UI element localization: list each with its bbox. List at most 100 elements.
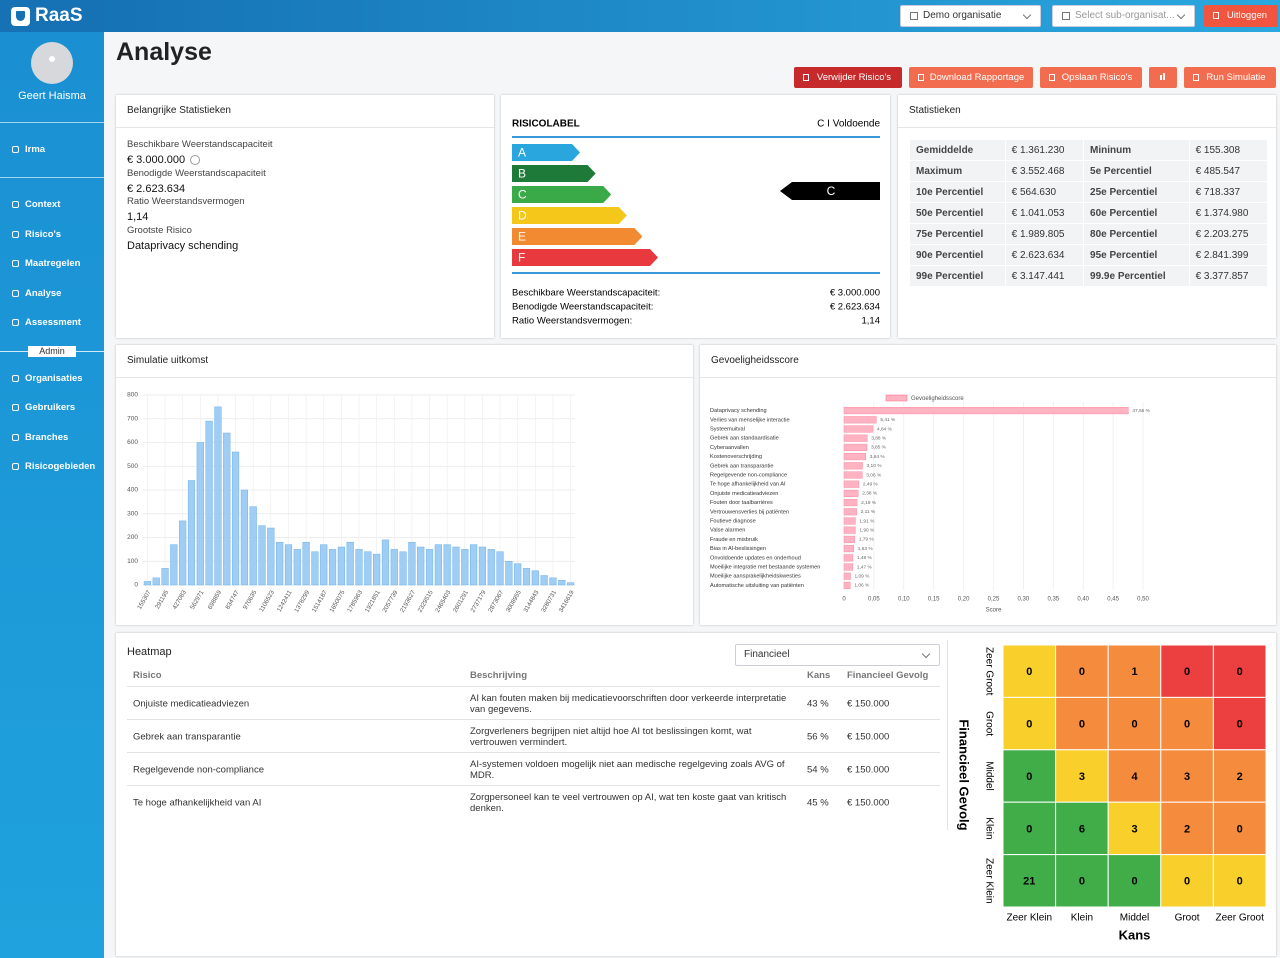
stat-label: 90e Percentiel	[909, 244, 1006, 266]
table-row: Maximum € 3.552.468 5e Percentiel € 485.547	[909, 160, 1269, 182]
stat-label: Grootste Risico	[127, 224, 192, 236]
info-icon	[190, 155, 201, 166]
stat-value: € 2.623.634	[127, 182, 186, 195]
table-row: 99e Percentiel € 3.147.441 99.9e Percentie…	[909, 265, 1269, 287]
divider	[116, 127, 494, 128]
stat-value: 1,14	[127, 211, 149, 223]
menu-item[interactable]: Risicogebieden	[12, 461, 95, 472]
panel-title: Simulatie uitkomst	[127, 355, 209, 366]
sub-organisation-select[interactable]: Select sub-organisat...	[1052, 5, 1195, 27]
stat-value: € 1.989.805	[1004, 223, 1085, 245]
table-cell: Gebrek aan transparantie	[133, 731, 241, 742]
column-header: Kans	[807, 670, 831, 681]
stat-value: € 485.547	[1188, 160, 1269, 182]
icon-bar	[1163, 73, 1165, 80]
table-cell: AI-systemen voldoen mogelijk niet aan me…	[470, 758, 785, 781]
menu-item[interactable]: Gebruikers	[12, 402, 75, 413]
menu-item[interactable]: Maatregelen	[12, 258, 80, 269]
table-row: 90e Percentiel € 2.623.634 95e Percentiel €…	[909, 244, 1269, 266]
filter-select[interactable]: Financieel	[735, 644, 940, 666]
sensitivity-panel: Gevoeligheidsscore	[700, 345, 1276, 625]
stat-label: 99.9e Percentiel	[1083, 265, 1190, 287]
stat-label: Gemiddelde	[909, 139, 1006, 161]
divider	[947, 640, 948, 830]
select-text: Select sub-organisat...	[1075, 10, 1175, 21]
stat-value: Dataprivacy schending	[127, 239, 239, 252]
delete-button[interactable]: Verwijder Risico's	[794, 67, 902, 88]
risk-table: Risico Beschrijving Kans Financieel Gevolg O…	[127, 666, 940, 826]
avatar-head	[49, 56, 55, 62]
column-header: Financieel Gevolg	[847, 670, 929, 681]
stat-label: Mininum	[1083, 139, 1190, 161]
stat-label: 99e Percentiel	[909, 265, 1006, 287]
key-stats-panel: Belangrijke Statistieken Beschikbare Wee…	[116, 95, 494, 338]
logo-icon	[11, 7, 30, 26]
menu-item[interactable]: Irma	[12, 144, 45, 155]
save-button[interactable]: Opslaan Risico's	[1040, 67, 1142, 88]
stat-label: 95e Percentiel	[1083, 244, 1190, 266]
admin-badge: Admin	[28, 346, 76, 357]
run-button[interactable]: Run Simulatie	[1184, 67, 1276, 88]
menu-item[interactable]: Context	[12, 199, 60, 210]
separator	[0, 177, 104, 178]
simulation-panel: Simulatie uitkomst	[116, 345, 693, 625]
column-header: Risico	[133, 670, 162, 681]
stat-label: 75e Percentiel	[909, 223, 1006, 245]
stat-value: € 1.361.230	[1004, 139, 1085, 161]
stat-value: € 3.377.857	[1188, 265, 1269, 287]
select-text: Demo organisatie	[923, 10, 1002, 21]
table-cell: Zorgverleners begrijpen niet altijd hoe …	[470, 725, 752, 748]
table-cell: Onjuiste medicatieadviezen	[133, 698, 250, 709]
menu-item[interactable]: Assessment	[12, 317, 81, 328]
stat-label: 10e Percentiel	[909, 181, 1006, 203]
menu-item[interactable]: Branches	[12, 432, 68, 443]
table-row: Onjuiste medicatieadviezen AI kan fouten …	[127, 686, 940, 720]
stat-label: Beschikbare Weerstandscapaciteit	[127, 139, 273, 150]
risk-label-panel	[501, 95, 890, 338]
stat-value: € 155.308	[1188, 139, 1269, 161]
panel-title: Gevoeligheidsscore	[711, 355, 799, 366]
menu-item[interactable]: Analyse	[12, 288, 61, 299]
table-cell: € 150.000	[847, 731, 890, 742]
stat-value: € 2.623.634	[1004, 244, 1085, 266]
column-header: Beschrijving	[470, 670, 528, 681]
logout-button[interactable]: Uitloggen	[1204, 5, 1278, 27]
chart-button[interactable]	[1149, 67, 1177, 88]
divider	[116, 377, 693, 378]
divider	[898, 127, 1276, 128]
table-row: Te hoge afhankelijkheid van AI Zorgperson…	[127, 785, 940, 819]
stat-label: 25e Percentiel	[1083, 181, 1190, 203]
panel-title: Statistieken	[909, 105, 961, 116]
logo-area: RaaS	[0, 0, 104, 32]
stat-label: 5e Percentiel	[1083, 160, 1190, 182]
stat-value: € 3.000.000	[127, 154, 201, 166]
icon	[1062, 12, 1070, 20]
table-cell: 43 %	[807, 698, 829, 709]
statistics-panel: Statistieken Gemiddelde € 1.361.230 Mininu…	[898, 95, 1276, 338]
sidebar: RaaS Geert Haisma Admin Irma Context Risic…	[0, 0, 104, 958]
table-cell: € 150.000	[847, 764, 890, 775]
download-button[interactable]: Download Rapportage	[909, 67, 1033, 88]
menu-item[interactable]: Risico's	[12, 229, 61, 240]
topbar: Demo organisatie Select sub-organisat...…	[104, 0, 1280, 32]
table-cell: € 150.000	[847, 698, 890, 709]
divider	[700, 377, 1276, 378]
icon-bar	[1160, 75, 1162, 80]
stat-value: € 564.630	[1004, 181, 1085, 203]
table-cell: 56 %	[807, 731, 829, 742]
statistics-table: Gemiddelde € 1.361.230 Mininum € 155.308 Max…	[909, 139, 1269, 287]
table-row: Gebrek aan transparantie Zorgverleners be…	[127, 719, 940, 753]
table-row: Regelgevende non-compliance AI-systemen v…	[127, 752, 940, 786]
table-row: 75e Percentiel € 1.989.805 80e Percentiel €…	[909, 223, 1269, 245]
stat-label: Maximum	[909, 160, 1006, 182]
table-row: Gemiddelde € 1.361.230 Mininum € 155.308	[909, 139, 1269, 161]
table-cell: AI kan fouten maken bij medicatievoorsch…	[470, 692, 787, 715]
table-cell: Zorgpersoneel kan te veel vertrouwen op …	[470, 791, 787, 814]
organisation-select[interactable]: Demo organisatie	[900, 5, 1041, 27]
menu-item[interactable]: Organisaties	[12, 373, 83, 384]
stat-label: Ratio Weerstandsvermogen	[127, 196, 245, 207]
logo-shield	[16, 11, 25, 21]
page-title: Analyse	[116, 38, 212, 66]
stat-label: 80e Percentiel	[1083, 223, 1190, 245]
